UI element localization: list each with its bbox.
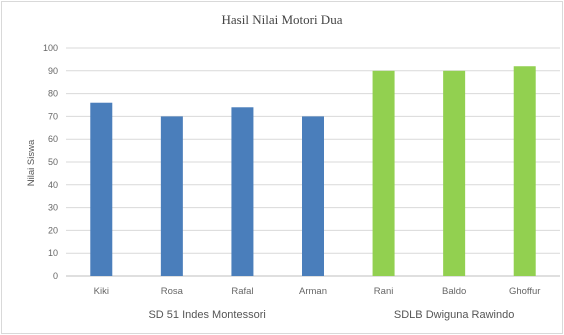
category-label: Rosa [161, 286, 184, 297]
bar-rosa [160, 116, 183, 277]
y-tick-label: 30 [48, 203, 58, 213]
y-tick-label: 10 [48, 248, 58, 258]
bars [90, 66, 536, 277]
category-labels: Kiki Rosa Rafal Arman Rani Baldo Ghoffur [94, 286, 541, 297]
y-tick-label: 60 [48, 134, 58, 144]
category-label: Rani [374, 286, 394, 297]
y-axis-label: Nilai Siswa [26, 139, 37, 186]
y-tick-label: 50 [48, 157, 58, 167]
group-labels: SD 51 Indes Montessori SDLB Dwiguna Rawin… [148, 309, 514, 321]
bar-rani [372, 70, 395, 276]
group-label: SDLB Dwiguna Rawindo [394, 309, 514, 321]
category-label: Baldo [442, 286, 466, 297]
y-tick-label: 80 [48, 89, 58, 99]
y-tick-label: 100 [43, 43, 58, 53]
y-tick-label: 90 [48, 66, 58, 76]
group-label: SD 51 Indes Montessori [148, 309, 265, 321]
bar-baldo [443, 70, 466, 276]
category-label: Arman [299, 286, 327, 297]
bar-arman [302, 116, 324, 277]
category-label: Kiki [94, 286, 109, 297]
bar-rafal [231, 107, 254, 276]
y-tick-label: 70 [48, 111, 58, 121]
bar-kiki [90, 102, 113, 276]
y-tick-labels: 0 10 20 30 40 50 60 70 80 90 100 [43, 43, 58, 281]
y-tick-label: 20 [48, 225, 58, 235]
y-tick-label: 0 [53, 271, 58, 281]
y-tick-label: 40 [48, 180, 58, 190]
chart-title: Hasil Nilai Motori Dua [221, 12, 343, 27]
bar-ghoffur [513, 66, 536, 277]
category-label: Ghoffur [509, 286, 541, 297]
category-label: Rafal [231, 286, 253, 297]
